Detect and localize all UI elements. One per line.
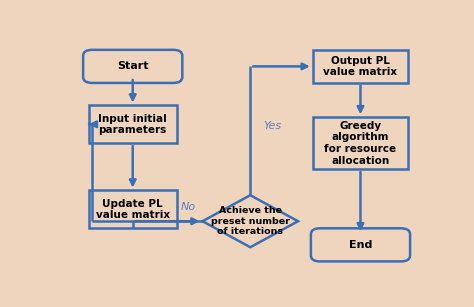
- Text: Update PL
value matrix: Update PL value matrix: [96, 199, 170, 220]
- Text: Start: Start: [117, 61, 148, 72]
- Text: Greedy
algorithm
for resource
allocation: Greedy algorithm for resource allocation: [324, 121, 397, 165]
- FancyBboxPatch shape: [89, 190, 177, 228]
- Text: No: No: [180, 202, 195, 212]
- FancyBboxPatch shape: [83, 50, 182, 83]
- FancyBboxPatch shape: [313, 50, 408, 83]
- Text: Yes: Yes: [263, 121, 282, 131]
- FancyBboxPatch shape: [311, 228, 410, 261]
- Text: Output PL
value matrix: Output PL value matrix: [323, 56, 398, 77]
- Text: Input initial
parameters: Input initial parameters: [98, 114, 167, 135]
- Polygon shape: [202, 195, 298, 247]
- Text: Achieve the
preset number
of iterations: Achieve the preset number of iterations: [211, 206, 290, 236]
- Text: End: End: [349, 240, 372, 250]
- FancyBboxPatch shape: [313, 117, 408, 169]
- FancyBboxPatch shape: [89, 105, 177, 143]
